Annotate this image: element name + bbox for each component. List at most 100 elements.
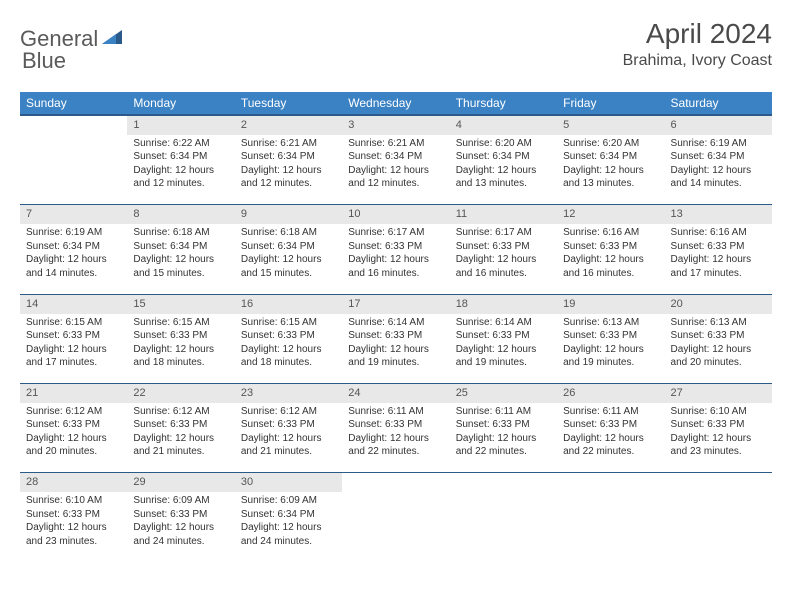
day-cell: Sunrise: 6:20 AMSunset: 6:34 PMDaylight:… [557, 135, 664, 205]
day-cell: Sunrise: 6:13 AMSunset: 6:33 PMDaylight:… [665, 314, 772, 384]
sunset-text: Sunset: 6:33 PM [26, 418, 121, 432]
sunrise-text: Sunrise: 6:16 AM [563, 226, 658, 240]
day-data-row: Sunrise: 6:22 AMSunset: 6:34 PMDaylight:… [20, 135, 772, 205]
day-number-cell: 27 [665, 384, 772, 403]
day-cell: Sunrise: 6:16 AMSunset: 6:33 PMDaylight:… [665, 224, 772, 294]
day-cell: Sunrise: 6:15 AMSunset: 6:33 PMDaylight:… [127, 314, 234, 384]
day-cell: Sunrise: 6:13 AMSunset: 6:33 PMDaylight:… [557, 314, 664, 384]
daylight-text: Daylight: 12 hours and 22 minutes. [563, 432, 658, 459]
day-number-cell: 6 [665, 115, 772, 135]
weekday-header: Sunday [20, 92, 127, 115]
sunrise-text: Sunrise: 6:15 AM [133, 316, 228, 330]
weekday-header: Friday [557, 92, 664, 115]
daylight-text: Daylight: 12 hours and 14 minutes. [26, 253, 121, 280]
day-cell: Sunrise: 6:11 AMSunset: 6:33 PMDaylight:… [450, 403, 557, 473]
daylight-text: Daylight: 12 hours and 20 minutes. [671, 343, 766, 370]
daylight-text: Daylight: 12 hours and 19 minutes. [456, 343, 551, 370]
sunrise-text: Sunrise: 6:15 AM [241, 316, 336, 330]
daylight-text: Daylight: 12 hours and 19 minutes. [348, 343, 443, 370]
day-number-cell: 22 [127, 384, 234, 403]
sunrise-text: Sunrise: 6:20 AM [456, 137, 551, 151]
day-cell: Sunrise: 6:19 AMSunset: 6:34 PMDaylight:… [665, 135, 772, 205]
sunrise-text: Sunrise: 6:11 AM [456, 405, 551, 419]
sunset-text: Sunset: 6:33 PM [26, 329, 121, 343]
sunset-text: Sunset: 6:34 PM [241, 150, 336, 164]
sunset-text: Sunset: 6:34 PM [563, 150, 658, 164]
day-number-cell [665, 473, 772, 492]
day-cell: Sunrise: 6:14 AMSunset: 6:33 PMDaylight:… [342, 314, 449, 384]
logo-text-blue: Blue [22, 48, 66, 73]
sunset-text: Sunset: 6:34 PM [26, 240, 121, 254]
day-number-cell: 29 [127, 473, 234, 492]
daylight-text: Daylight: 12 hours and 18 minutes. [133, 343, 228, 370]
sunrise-text: Sunrise: 6:18 AM [133, 226, 228, 240]
daylight-text: Daylight: 12 hours and 23 minutes. [671, 432, 766, 459]
sunrise-text: Sunrise: 6:10 AM [671, 405, 766, 419]
day-cell: Sunrise: 6:16 AMSunset: 6:33 PMDaylight:… [557, 224, 664, 294]
day-number-cell: 11 [450, 205, 557, 224]
day-cell: Sunrise: 6:11 AMSunset: 6:33 PMDaylight:… [557, 403, 664, 473]
sunset-text: Sunset: 6:34 PM [671, 150, 766, 164]
weekday-header: Tuesday [235, 92, 342, 115]
day-cell: Sunrise: 6:10 AMSunset: 6:33 PMDaylight:… [665, 403, 772, 473]
daylight-text: Daylight: 12 hours and 24 minutes. [133, 521, 228, 548]
day-number-row: 14151617181920 [20, 294, 772, 313]
day-cell: Sunrise: 6:20 AMSunset: 6:34 PMDaylight:… [450, 135, 557, 205]
day-cell: Sunrise: 6:18 AMSunset: 6:34 PMDaylight:… [127, 224, 234, 294]
location-label: Brahima, Ivory Coast [623, 52, 772, 70]
day-number-cell: 12 [557, 205, 664, 224]
day-number-cell: 28 [20, 473, 127, 492]
daylight-text: Daylight: 12 hours and 15 minutes. [133, 253, 228, 280]
sunrise-text: Sunrise: 6:11 AM [563, 405, 658, 419]
sunrise-text: Sunrise: 6:19 AM [26, 226, 121, 240]
day-number-cell [450, 473, 557, 492]
day-cell: Sunrise: 6:12 AMSunset: 6:33 PMDaylight:… [127, 403, 234, 473]
sunrise-text: Sunrise: 6:15 AM [26, 316, 121, 330]
day-cell: Sunrise: 6:11 AMSunset: 6:33 PMDaylight:… [342, 403, 449, 473]
day-cell: Sunrise: 6:12 AMSunset: 6:33 PMDaylight:… [20, 403, 127, 473]
daylight-text: Daylight: 12 hours and 13 minutes. [456, 164, 551, 191]
day-data-row: Sunrise: 6:19 AMSunset: 6:34 PMDaylight:… [20, 224, 772, 294]
day-number-cell: 20 [665, 294, 772, 313]
sunset-text: Sunset: 6:33 PM [241, 418, 336, 432]
sunset-text: Sunset: 6:33 PM [133, 508, 228, 522]
sunrise-text: Sunrise: 6:21 AM [348, 137, 443, 151]
page-title: April 2024 [623, 18, 772, 50]
day-cell: Sunrise: 6:12 AMSunset: 6:33 PMDaylight:… [235, 403, 342, 473]
day-number-cell [342, 473, 449, 492]
daylight-text: Daylight: 12 hours and 22 minutes. [456, 432, 551, 459]
day-data-row: Sunrise: 6:12 AMSunset: 6:33 PMDaylight:… [20, 403, 772, 473]
sunset-text: Sunset: 6:33 PM [456, 418, 551, 432]
sunset-text: Sunset: 6:34 PM [133, 240, 228, 254]
daylight-text: Daylight: 12 hours and 12 minutes. [133, 164, 228, 191]
sunset-text: Sunset: 6:33 PM [348, 418, 443, 432]
sunset-text: Sunset: 6:33 PM [348, 240, 443, 254]
sunrise-text: Sunrise: 6:12 AM [133, 405, 228, 419]
day-number-row: 78910111213 [20, 205, 772, 224]
sunset-text: Sunset: 6:33 PM [671, 329, 766, 343]
day-number-cell: 21 [20, 384, 127, 403]
day-cell [20, 135, 127, 205]
sunrise-text: Sunrise: 6:17 AM [456, 226, 551, 240]
daylight-text: Daylight: 12 hours and 22 minutes. [348, 432, 443, 459]
day-cell: Sunrise: 6:22 AMSunset: 6:34 PMDaylight:… [127, 135, 234, 205]
weekday-header: Wednesday [342, 92, 449, 115]
day-number-cell: 25 [450, 384, 557, 403]
weekday-header: Monday [127, 92, 234, 115]
sunset-text: Sunset: 6:34 PM [133, 150, 228, 164]
sunrise-text: Sunrise: 6:14 AM [348, 316, 443, 330]
day-number-cell: 19 [557, 294, 664, 313]
sunrise-text: Sunrise: 6:16 AM [671, 226, 766, 240]
day-cell [450, 492, 557, 562]
sunset-text: Sunset: 6:33 PM [563, 329, 658, 343]
day-number-row: 282930 [20, 473, 772, 492]
daylight-text: Daylight: 12 hours and 18 minutes. [241, 343, 336, 370]
day-number-cell [557, 473, 664, 492]
daylight-text: Daylight: 12 hours and 24 minutes. [241, 521, 336, 548]
sunset-text: Sunset: 6:34 PM [456, 150, 551, 164]
day-number-cell: 3 [342, 115, 449, 135]
sunset-text: Sunset: 6:33 PM [671, 240, 766, 254]
weekday-header: Saturday [665, 92, 772, 115]
day-cell: Sunrise: 6:19 AMSunset: 6:34 PMDaylight:… [20, 224, 127, 294]
day-cell: Sunrise: 6:14 AMSunset: 6:33 PMDaylight:… [450, 314, 557, 384]
